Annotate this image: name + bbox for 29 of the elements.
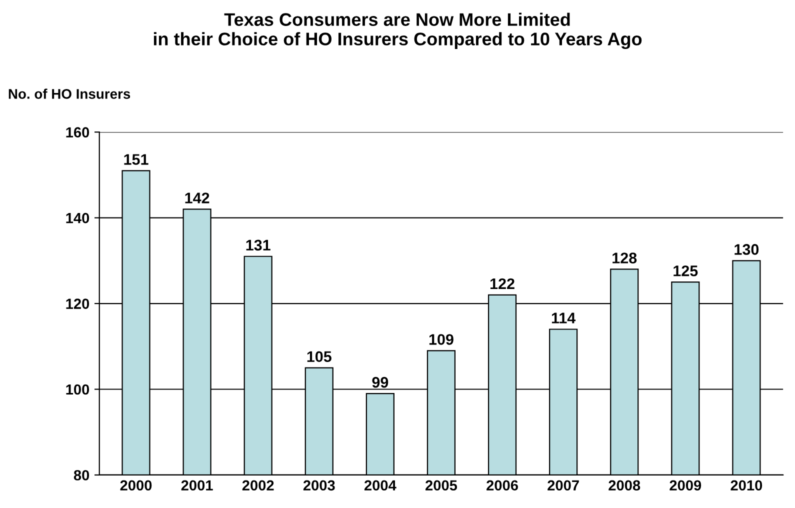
data-label: 122 [490,278,514,290]
y-tick-label: 120 [66,298,90,309]
y-tick-label: 80 [74,470,90,480]
data-label: 125 [674,265,698,276]
data-label: 99 [372,376,388,388]
data-label: 142 [185,192,210,204]
data-label: 131 [246,240,270,251]
y-tick-label: 140 [66,212,90,224]
x-tick-label: 2003 [303,480,335,491]
x-tick-label: 2002 [242,480,274,491]
data-label: 130 [734,244,759,255]
data-label: 128 [612,252,637,264]
data-label: 151 [124,154,148,165]
y-tick-label: 160 [66,127,90,138]
y-axis-title: No. of HO Insurers [8,88,130,99]
x-tick-label: 2008 [608,480,640,491]
x-tick-label: 2007 [548,480,579,491]
x-tick-label: 2010 [730,480,762,491]
y-tick-label: 100 [66,384,90,395]
x-tick-label: 2001 [181,480,213,491]
x-tick-label: 2000 [120,480,152,491]
data-label: 114 [552,312,576,324]
x-tick-label: 2006 [486,480,518,491]
chart-title: Texas Consumers are Now More Limited in their Choice of HO Insurers Compared to 10 Years Ago [154,12,642,50]
data-label: 105 [307,351,332,362]
data-label: 109 [429,334,454,345]
x-tick-label: 2004 [364,480,396,491]
x-tick-label: 2009 [670,480,702,491]
x-tick-label: 2005 [426,480,458,491]
